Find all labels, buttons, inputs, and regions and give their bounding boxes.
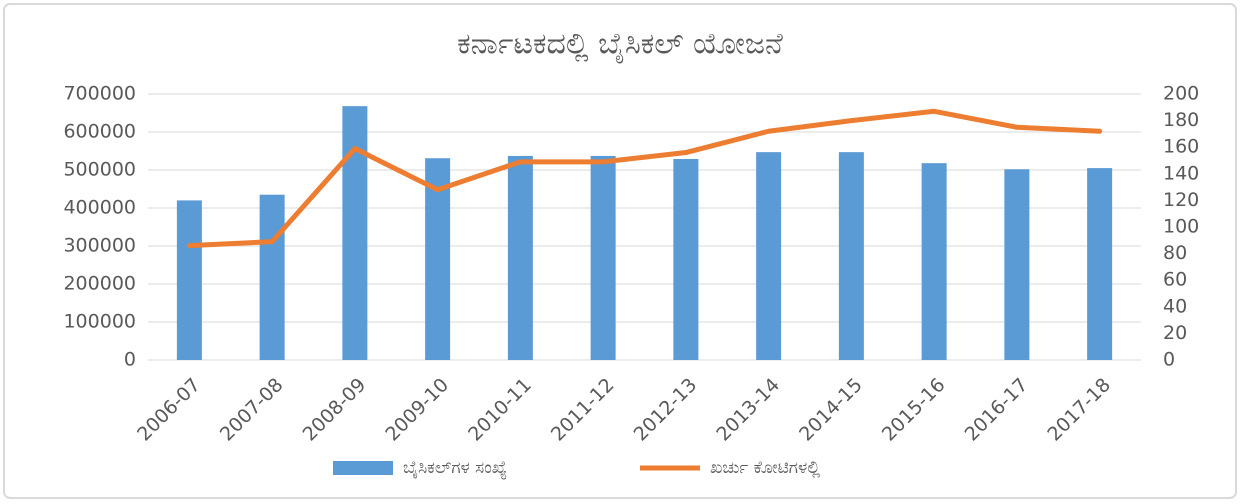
y2-tick-label: 180 (1163, 109, 1199, 131)
chart-frame (3, 3, 1237, 499)
legend-label: ಬೈಸಿಕಲ್‌ಗಳ ಸಂಖ್ಯೆ (403, 458, 507, 480)
y2-tick-label: 120 (1163, 189, 1199, 211)
line (186, 108, 1103, 249)
bar (921, 163, 947, 360)
legend-swatch (333, 461, 393, 475)
bar (1087, 168, 1113, 360)
y-tick-label: 0 (124, 349, 136, 371)
bar (259, 194, 285, 360)
bar (176, 200, 202, 360)
legend-label: ಖರ್ಚು ಕೋಟಿಗಳಲ್ಲಿ (710, 458, 821, 478)
bar (673, 158, 699, 360)
y2-tick-label: 140 (1163, 162, 1199, 184)
bar (342, 106, 368, 360)
y-tick-label: 700000 (63, 83, 136, 105)
bar (838, 152, 864, 360)
bar (590, 155, 616, 360)
y2-tick-label: 80 (1163, 242, 1187, 264)
y2-tick-label: 200 (1163, 83, 1199, 105)
y-tick-label: 500000 (63, 159, 136, 181)
y-tick-label: 200000 (63, 273, 136, 295)
chart-title: ಕರ್ನಾಟಕದಲ್ಲಿ ಬೈಸಿಕಲ್ ಯೋಜನೆ (457, 27, 784, 64)
y2-tick-label: 100 (1163, 216, 1199, 238)
y2-tick-label: 40 (1163, 295, 1187, 317)
bar (507, 155, 533, 360)
y-tick-label: 400000 (63, 197, 136, 219)
y2-tick-label: 60 (1163, 269, 1187, 291)
bar (756, 152, 782, 360)
y2-tick-label: 0 (1163, 349, 1175, 371)
y2-tick-label: 20 (1163, 322, 1187, 344)
y-tick-label: 300000 (63, 235, 136, 257)
y-tick-label: 600000 (63, 121, 136, 143)
y-tick-label: 100000 (63, 311, 136, 333)
y2-tick-label: 160 (1163, 136, 1199, 158)
bar (1004, 169, 1030, 360)
